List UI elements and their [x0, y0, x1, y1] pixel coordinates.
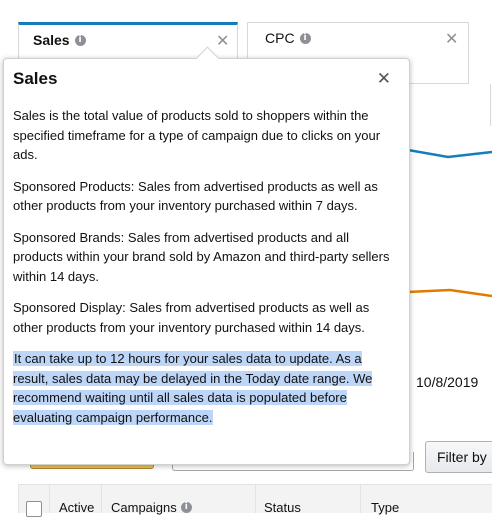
column-separator	[101, 485, 102, 513]
filter-by-button[interactable]: Filter by	[425, 441, 492, 473]
performance-chart-lines	[408, 148, 492, 298]
close-icon[interactable]: ✕	[216, 31, 230, 50]
column-header-type[interactable]: Type	[371, 500, 400, 515]
metric-card-label: CPC	[265, 30, 295, 46]
popover-body: Sales is the total value of products sol…	[13, 106, 398, 427]
metric-card-title: CPC i	[265, 30, 311, 46]
popover-highlighted-note: It can take up to 12 hours for your sale…	[13, 351, 373, 425]
popover-paragraph: Sponsored Brands: Sales from advertised …	[13, 229, 390, 284]
date-range-end[interactable]: 10/8/2019	[404, 368, 492, 402]
column-separator	[49, 485, 50, 513]
column-header-label: Campaigns	[111, 500, 177, 515]
campaign-table-header: Active Campaigns i Status Type	[18, 484, 492, 517]
info-circle-icon[interactable]: i	[74, 34, 86, 46]
info-circle-icon[interactable]: i	[180, 502, 192, 513]
sales-info-popover: Sales ✕ Sales is the total value of prod…	[3, 46, 410, 465]
metric-card-title: Sales i	[33, 32, 86, 48]
info-circle-icon[interactable]: i	[299, 32, 311, 44]
metric-card-label: Sales	[33, 32, 70, 48]
close-icon[interactable]: ✕	[445, 29, 459, 48]
column-header-active[interactable]: Active	[59, 500, 95, 515]
popover-paragraph: Sponsored Display: Sales from advertised…	[13, 300, 370, 335]
filter-by-label: Filter by	[437, 449, 487, 465]
column-header-status[interactable]: Status	[264, 500, 301, 515]
popover-paragraph: Sponsored Products: Sales from advertise…	[13, 178, 378, 214]
select-all-checkbox[interactable]	[26, 501, 42, 517]
popover-paragraph: Sales is the total value of products sol…	[13, 108, 381, 162]
column-header-campaigns[interactable]: Campaigns i	[111, 500, 192, 515]
spend-series-line	[408, 288, 492, 298]
card-border	[490, 84, 491, 126]
close-icon[interactable]: ✕	[376, 69, 391, 89]
popover-title: Sales	[13, 69, 58, 88]
column-separator	[360, 485, 361, 513]
column-separator	[255, 485, 256, 513]
date-range-end-text: 10/8/2019	[416, 374, 479, 390]
sales-series-line	[408, 148, 492, 159]
